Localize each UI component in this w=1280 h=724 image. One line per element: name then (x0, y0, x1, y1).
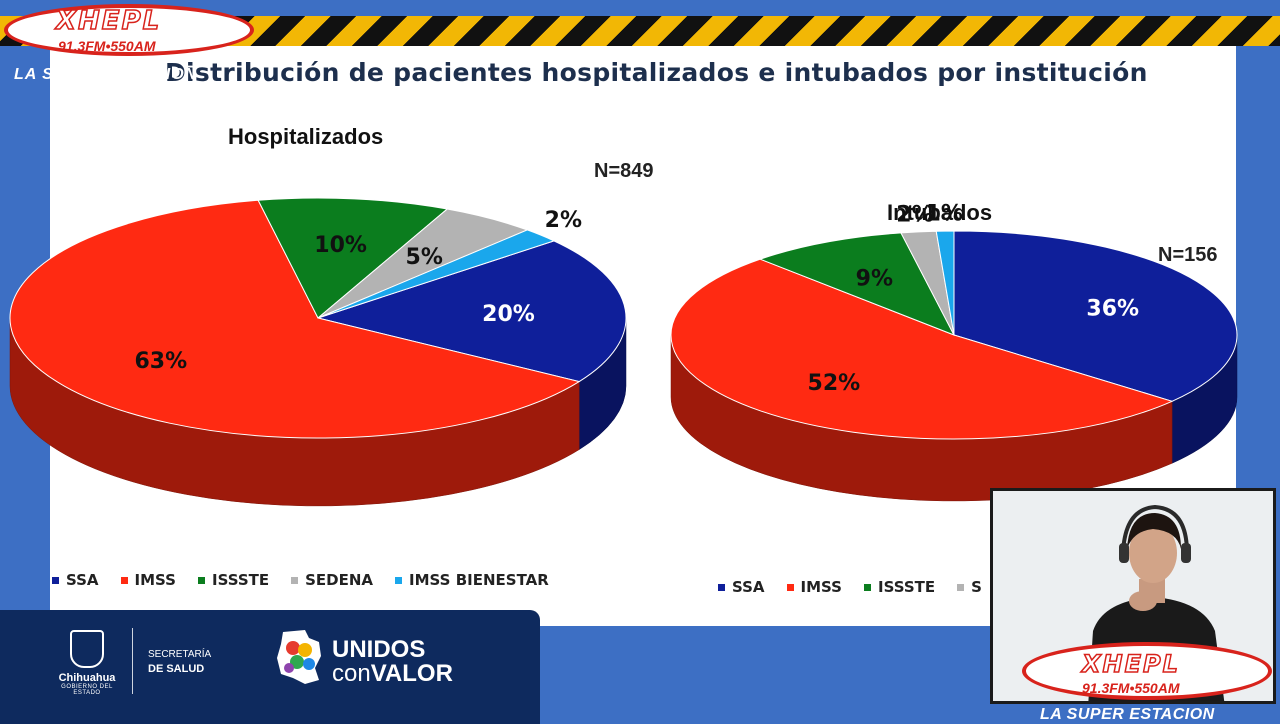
unidos-con-valor-logo: UNIDOS conVALOR (332, 638, 453, 686)
pie-label-imss-bienestar: 1% (926, 202, 963, 227)
secretaria-line1: SECRETARÍA (148, 649, 212, 660)
logo-ring (1022, 642, 1272, 700)
pie-label-sedena: 2% (896, 203, 933, 228)
legend-label: SEDENA (305, 571, 374, 589)
legend-label: S (971, 578, 982, 596)
legend-label: IMSS (134, 571, 176, 589)
con-word: con (332, 660, 371, 687)
legend-swatch (291, 576, 299, 584)
legend-item: ISSSTE (864, 578, 935, 596)
pie-slice-imss (670, 258, 1174, 440)
legend-item: IMSS BIENESTAR (395, 571, 549, 589)
pie-hospitalizados: 20% 63% 10% 5% 2% (9, 197, 627, 507)
legend-intubados: SSA IMSS ISSSTE S (718, 578, 982, 596)
pie-top-faces (670, 230, 1238, 440)
pie-data-labels: 20% 63% 10% 5% 2% (134, 208, 582, 374)
pie-intubados: 36% 52% 9% 2%1% (670, 202, 1238, 502)
legend-item: SEDENA (291, 571, 373, 589)
pie-slice-imss-bienestar (935, 230, 955, 336)
legend-swatch (198, 576, 205, 584)
pie-label-issste: 10% (314, 233, 367, 258)
xhepl-logo-bottom: XHEPL 91.3FM•550AM (1022, 642, 1272, 704)
legend-swatch (957, 583, 965, 591)
pie-slice-imss (9, 199, 581, 439)
footer-divider (132, 628, 133, 694)
pie-title-intubados: Intubados (887, 200, 993, 225)
n-label-hospitalizados: N=849 (594, 160, 654, 182)
state-subtitle: GOBIERNO DEL ESTADO (61, 684, 113, 696)
chihuahua-logo: Chihuahua GOBIERNO DEL ESTADO (52, 630, 122, 696)
legend-label: SSA (732, 578, 765, 596)
legend-label: IMSS (800, 578, 842, 596)
pie-slice-ssa (953, 230, 1238, 402)
station-tagline-top: LA SUPER ESTACION (14, 66, 198, 83)
pie-label-imss: 63% (134, 349, 187, 374)
pie-label-ssa: 20% (482, 302, 535, 327)
legend-item: IMSS (786, 578, 842, 596)
logo-ring (4, 4, 254, 56)
legend-label: SSA (66, 571, 99, 589)
station-name-bottom: XHEPL (1081, 649, 1180, 679)
pie-label-ssa: 36% (1086, 297, 1139, 322)
legend-label: ISSSTE (212, 571, 270, 589)
legend-hospitalizados: SSA IMSS ISSSTE SEDENA IMSS BIENESTAR (52, 571, 549, 589)
legend-item: SSA (52, 571, 99, 589)
legend-item: SSA (718, 578, 765, 596)
secretaria-line2: DE SALUD (148, 663, 205, 675)
pie-slice-issste (758, 232, 956, 336)
slide-title: Distribución de pacientes hospitalizados… (165, 58, 1148, 87)
secretaria-label: SECRETARÍA DE SALUD (148, 648, 211, 677)
pie-slice-ssa (316, 240, 627, 383)
valor-word: VALOR (370, 660, 453, 687)
pie-label-imss-bienestar: 2% (545, 208, 582, 233)
legend-label: IMSS BIENESTAR (409, 571, 549, 589)
legend-swatch (120, 576, 128, 584)
pie-slice-imss-bienestar (317, 229, 556, 319)
shield-icon (70, 630, 104, 668)
state-name: Chihuahua (58, 672, 116, 684)
pie-data-labels: 36% 52% 9% 2%1% (808, 202, 1140, 396)
legend-swatch (395, 576, 403, 584)
legend-swatch (786, 583, 794, 591)
legend-swatch (52, 576, 59, 584)
pie-label-issste: 9% (856, 267, 893, 292)
legend-swatch (718, 583, 725, 591)
pie-slice-issste (257, 197, 449, 319)
station-freq-top: 91.3FM•550AM (58, 38, 156, 54)
pie-title-hospitalizados: Hospitalizados (228, 124, 384, 149)
unidos-word: UNIDOS (332, 636, 426, 663)
xhepl-logo-top: XHEPL 91.3FM•550AM (4, 2, 254, 64)
n-label-intubados: N=156 (1158, 244, 1218, 266)
legend-item: S (957, 578, 982, 596)
pie-label-imss: 52% (808, 371, 861, 396)
legend-label: ISSSTE (878, 578, 936, 596)
pie-top-faces (9, 197, 627, 439)
station-name-top: XHEPL (55, 5, 162, 37)
station-freq-bottom: 91.3FM•550AM (1082, 680, 1180, 696)
pie-label-sedena: 5% (406, 245, 443, 270)
legend-item: ISSSTE (198, 571, 269, 589)
station-tagline-bottom: LA SUPER ESTACION (1040, 706, 1215, 723)
unidos-map-icon (277, 630, 321, 684)
legend-item: IMSS (120, 571, 176, 589)
legend-swatch (864, 583, 871, 591)
